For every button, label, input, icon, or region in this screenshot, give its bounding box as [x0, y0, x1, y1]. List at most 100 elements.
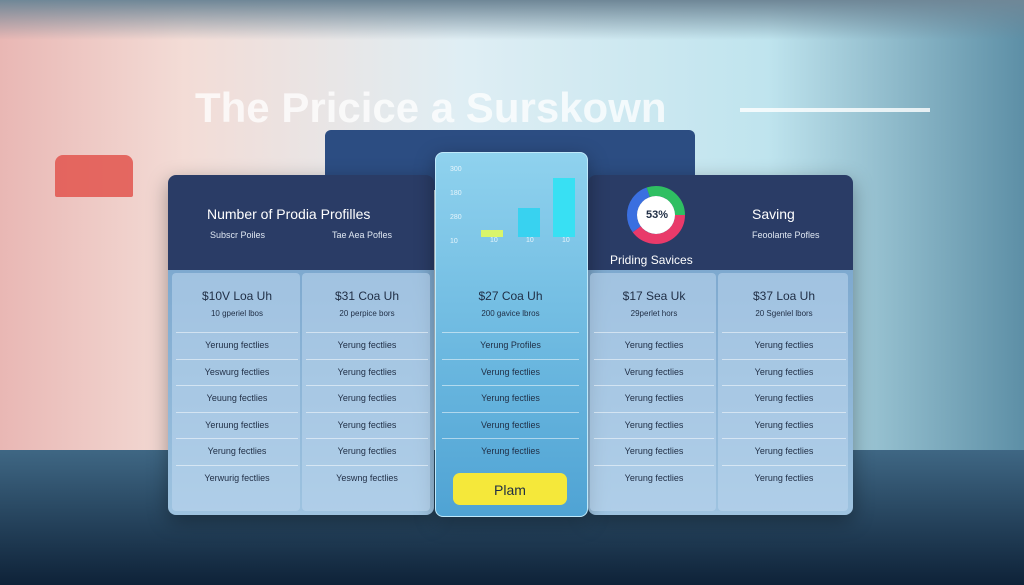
page-title: The Pricice a Surskown	[195, 84, 667, 131]
row-divider	[176, 358, 298, 360]
column-bg	[718, 273, 848, 511]
feature: Yerung fectlies	[754, 393, 814, 403]
feature: Yerung fectlies	[624, 472, 684, 483]
feature: Verung fectlies	[624, 366, 684, 377]
mini-bar	[553, 178, 575, 237]
feature: Yerung fectlies	[754, 366, 814, 377]
price-note: 29perlet hors	[630, 309, 678, 318]
row-divider	[594, 332, 714, 333]
plan-button[interactable]	[453, 473, 567, 505]
feature: Yerung fectlies	[624, 393, 684, 403]
ceiling	[0, 0, 1024, 40]
mini-bar	[481, 230, 503, 237]
feature: Yeruung fectlies	[205, 419, 269, 430]
row-divider	[722, 358, 846, 360]
feature: Yerung fectlies	[624, 446, 684, 456]
price-note: 20 perpice bors	[339, 309, 395, 318]
column-bg	[172, 273, 300, 511]
row-divider	[306, 385, 428, 386]
feature: Yerung fectlies	[754, 472, 814, 483]
chart-y-label: 10	[450, 238, 458, 245]
donut-segment	[627, 186, 685, 244]
price-note: 200 gavice lbros	[481, 309, 540, 318]
feature: Yeswurg fectlies	[204, 366, 270, 377]
feature: Yerung fectlies	[337, 446, 397, 456]
row-divider	[306, 358, 428, 360]
row-divider	[306, 411, 428, 413]
row-divider	[176, 332, 298, 333]
row-divider	[176, 464, 298, 466]
feature: Yerung fectlies	[754, 446, 814, 456]
right-caption: Priding Savices	[610, 253, 693, 267]
row-divider	[594, 464, 714, 466]
feature: Yerung fectlies	[207, 446, 267, 456]
arrow	[740, 108, 930, 112]
row-divider	[176, 385, 298, 386]
feature: Yerung fectlies	[754, 419, 814, 430]
row-divider	[442, 411, 579, 413]
left-heading: Number of Prodia Profilles	[207, 206, 371, 222]
donut-hole	[637, 196, 675, 234]
feature: Yerung fectlies	[337, 419, 397, 430]
row-divider	[722, 332, 846, 333]
price-note: 20 Sgenlel lbors	[755, 309, 813, 318]
row-divider	[442, 385, 579, 386]
right-sublabel: Feoolante Pofles	[752, 230, 820, 240]
plan-button-label[interactable]: Plam	[494, 482, 526, 498]
feature: Yeuung fectlies	[206, 393, 268, 403]
feature: Yeruung fectlies	[205, 340, 269, 350]
chart-x-label: 10	[562, 237, 570, 244]
row-divider	[722, 411, 846, 413]
feature: Yerung fectlies	[337, 393, 397, 403]
row-divider	[722, 438, 846, 439]
price: $10V Loa Uh	[201, 289, 273, 303]
column-bg	[590, 273, 716, 511]
feature: Yeswng fectlies	[336, 472, 398, 483]
price-note: 10 gperiel lbos	[210, 309, 264, 318]
feature: Yerung fectlies	[337, 366, 397, 377]
mini-bar	[518, 208, 540, 237]
donut	[627, 186, 685, 244]
right-heading: Saving	[752, 206, 795, 222]
column-bg	[302, 273, 430, 511]
row-divider	[442, 332, 579, 333]
row-divider	[306, 438, 428, 439]
row-divider	[442, 438, 579, 439]
feature: Verung fectlies	[480, 366, 541, 377]
chart-x-label: 10	[490, 237, 498, 244]
feature: Yerung fectlies	[624, 419, 684, 430]
feature: Yerung Profiles	[480, 340, 541, 350]
feature: Yerung fectlies	[337, 340, 397, 350]
feature: Yerung fectlies	[481, 393, 540, 403]
row-divider	[176, 411, 298, 413]
row-divider	[594, 385, 714, 386]
feature: Yerung fectlies	[481, 446, 540, 456]
row-divider	[594, 358, 714, 360]
chart-y-label: 300	[450, 166, 462, 173]
price: $27 Coa Uh	[478, 289, 543, 303]
row-divider	[306, 332, 428, 333]
feature: Yerwurig fectlies	[204, 472, 270, 483]
chart-y-label: 280	[450, 214, 462, 221]
row-divider	[306, 464, 428, 466]
row-divider	[594, 438, 714, 439]
chart-y-label: 180	[450, 190, 462, 197]
donut-segment	[627, 186, 685, 244]
row-divider	[722, 385, 846, 386]
donut-label: 53%	[646, 209, 669, 221]
left-sublabel: Subscr Poiles	[210, 230, 266, 240]
feature: Yerung fectlies	[754, 340, 814, 350]
feature: Verung fectlies	[480, 419, 541, 430]
chart-x-label: 10	[526, 237, 534, 244]
left-sublabel: Tae Aea Pofles	[332, 230, 393, 240]
feature: Yerung fectlies	[624, 340, 684, 350]
price: $31 Coa Uh	[334, 289, 400, 303]
lamp	[55, 155, 133, 197]
row-divider	[722, 464, 846, 466]
row-divider	[176, 438, 298, 439]
price: $37 Loa Uh	[752, 289, 816, 303]
row-divider	[594, 411, 714, 413]
price: $17 Sea Uk	[622, 289, 686, 303]
row-divider	[442, 358, 579, 360]
